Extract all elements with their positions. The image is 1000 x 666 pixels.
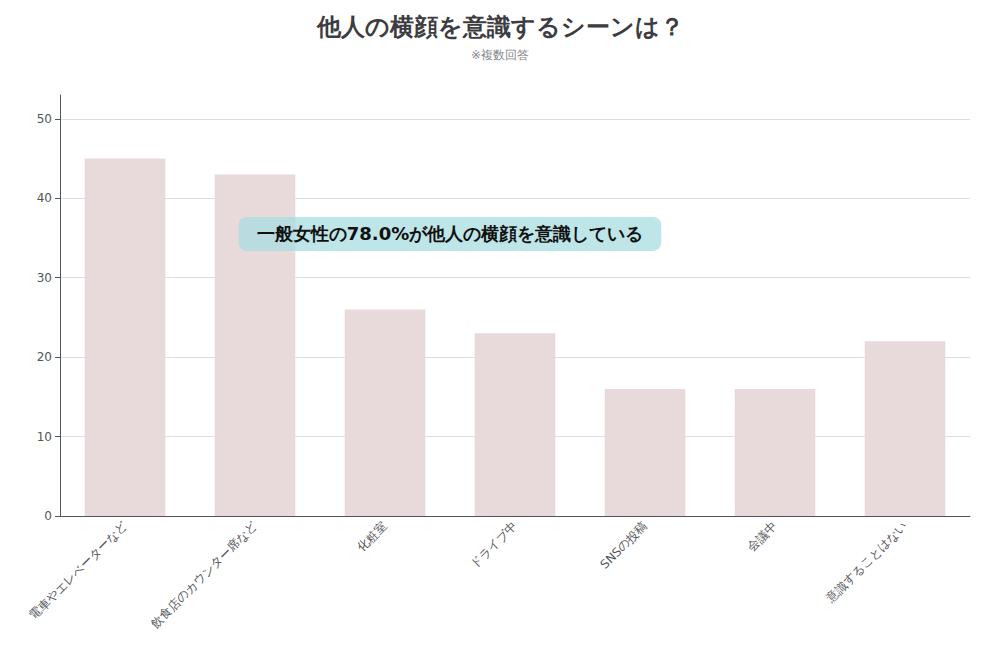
svg-text:飲食店のカウンター席など: 飲食店のカウンター席など — [148, 519, 260, 631]
svg-text:電車やエレベーターなど: 電車やエレベーターなど — [27, 519, 130, 622]
svg-text:会議中: 会議中 — [745, 519, 780, 554]
svg-text:※複数回答: ※複数回答 — [471, 48, 529, 62]
svg-text:40: 40 — [37, 191, 52, 205]
svg-text:意識することはない: 意識することはない — [823, 519, 910, 606]
svg-text:0: 0 — [44, 509, 52, 523]
svg-text:一般女性の78.0%が他人の横顔を意識している: 一般女性の78.0%が他人の横顔を意識している — [257, 223, 643, 244]
svg-text:20: 20 — [37, 350, 52, 364]
svg-text:化粧室: 化粧室 — [355, 519, 390, 554]
svg-text:10: 10 — [37, 430, 52, 444]
svg-text:30: 30 — [37, 271, 52, 285]
svg-text:SNSの投稿: SNSの投稿 — [597, 519, 649, 571]
svg-text:ドライブ中: ドライブ中 — [468, 519, 520, 571]
svg-text:他人の横顔を意識するシーンは？: 他人の横顔を意識するシーンは？ — [316, 13, 684, 41]
svg-text:50: 50 — [37, 112, 52, 126]
